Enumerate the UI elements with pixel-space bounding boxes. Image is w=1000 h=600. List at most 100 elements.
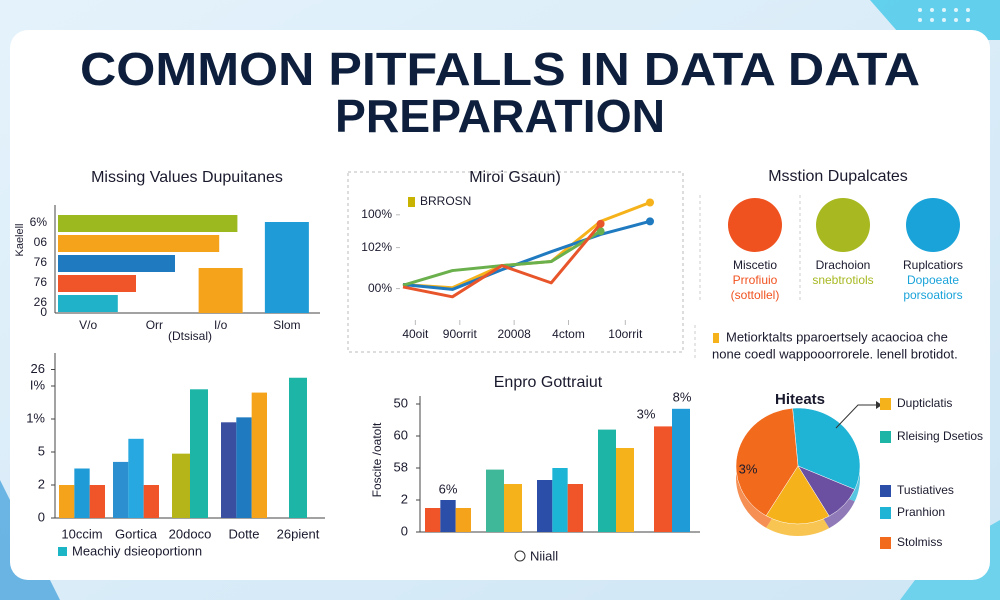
bar (567, 484, 583, 532)
legend-marker (880, 507, 891, 519)
x-axis-label: Niiall (530, 548, 558, 563)
bar (190, 389, 208, 518)
note-marker (713, 333, 719, 343)
y-tick-label: 76 (34, 255, 48, 269)
y-tick-label: 0 (401, 523, 408, 538)
x-tick-label: 4ctom (552, 327, 585, 341)
annotation: 3% (637, 406, 656, 421)
y-tick-label: 50 (394, 395, 408, 410)
bar (58, 295, 118, 312)
circle-icon (906, 198, 960, 252)
line (402, 222, 602, 299)
icon (514, 550, 526, 562)
y-tick-label: 26 (34, 295, 48, 309)
arrow-head (876, 401, 882, 409)
bar (143, 485, 159, 518)
page-title: COMMON PITFALLS IN DATA DATA (80, 43, 920, 95)
column (198, 268, 243, 313)
x-tick-label: V/o (79, 318, 97, 332)
legend-marker (880, 431, 891, 443)
note-text: Metiorktalts pparoertsely acaocioa che (726, 329, 948, 344)
x-tick-label: 90orrit (443, 327, 478, 341)
legend-label: Pranhion (897, 505, 945, 519)
legend-label: Tustiatives (897, 483, 954, 497)
y-tick-label: 58 (394, 459, 408, 474)
bar (552, 468, 568, 532)
chart-title: Miroi Gsaun) (469, 169, 561, 186)
circle-label: Dopoeate (907, 273, 959, 287)
legend-marker (880, 537, 891, 549)
chart-title: Enpro Gottraiut (494, 374, 603, 391)
y-tick-label: 0 (40, 305, 47, 319)
legend-label: Meachiy dsieoportionn (72, 543, 202, 558)
chart-title: Hiteats (775, 391, 825, 408)
legend-label: Dupticlatis (897, 396, 952, 410)
x-tick-label: 26pient (277, 526, 320, 541)
bar (128, 438, 144, 518)
legend-label: Rleising Dsetios (897, 429, 983, 443)
bar (289, 377, 307, 518)
arrow (835, 404, 876, 429)
x-tick-label: 10orrit (608, 327, 643, 341)
bar (598, 429, 616, 532)
y-tick-label: 76 (34, 275, 48, 289)
circle-label: Ruplcatiors (903, 258, 963, 272)
x-tick-label: Orr (146, 318, 163, 332)
pie-slice (792, 407, 861, 490)
decor-dots (918, 8, 970, 22)
bar (113, 461, 129, 518)
bar (455, 508, 471, 532)
bar (616, 448, 634, 532)
y-tick-label: 5 (38, 443, 45, 458)
x-tick-label: 40oit (402, 327, 429, 341)
y-axis-label: Kaelell (14, 223, 26, 256)
bar (221, 422, 237, 518)
bar (672, 408, 690, 532)
y-tick-label: 6% (30, 215, 48, 229)
bar (251, 392, 267, 518)
y-tick-label: 00% (368, 281, 392, 295)
legend-label: Stolmiss (897, 535, 942, 549)
annotation: 3% (739, 461, 758, 476)
y-tick-label: 100% (361, 207, 392, 221)
line-end (596, 219, 605, 228)
x-tick-label: 10ccim (61, 526, 102, 541)
chart-title: Missing Values Dupuitanes (91, 169, 283, 186)
pie-slice (765, 465, 830, 525)
legend-label: BRROSN (420, 194, 471, 208)
line (402, 219, 651, 291)
bar (58, 235, 220, 252)
y-tick-label: 2 (401, 491, 408, 506)
legend-marker (58, 547, 67, 556)
x-tick-label: Dotte (228, 526, 259, 541)
y-tick-label: 0 (38, 509, 45, 524)
circle-label: (sottollel) (731, 288, 780, 302)
annotation: 8% (673, 389, 692, 404)
bar (486, 469, 504, 532)
bar (58, 275, 136, 292)
circle-icon (728, 198, 782, 252)
legend-marker (408, 197, 415, 207)
line-end (646, 217, 654, 226)
y-tick-label: 2 (38, 476, 45, 491)
circle-icon (816, 198, 870, 252)
y-tick-label: 102% (361, 240, 392, 254)
x-tick-label: 20008 (497, 327, 531, 341)
legend-marker (880, 398, 891, 410)
panel-title: Msstion Dupalcates (768, 168, 908, 185)
x-tick-label: Slom (273, 318, 300, 332)
bar (89, 485, 105, 518)
annotation: 6% (439, 481, 458, 496)
y-axis-label: Foscite /oatolt (370, 422, 384, 497)
line-end (646, 198, 654, 207)
circle-label: snebtrotiols (812, 273, 873, 287)
line-end (596, 227, 605, 236)
y-tick-label: 1% (26, 410, 45, 425)
bar (654, 426, 672, 532)
page-title: PREPARATION (335, 90, 665, 142)
pie-slice (735, 407, 799, 517)
circle-label: Miscetio (733, 258, 777, 272)
column (264, 222, 309, 313)
x-tick-label: I/o (214, 318, 228, 332)
